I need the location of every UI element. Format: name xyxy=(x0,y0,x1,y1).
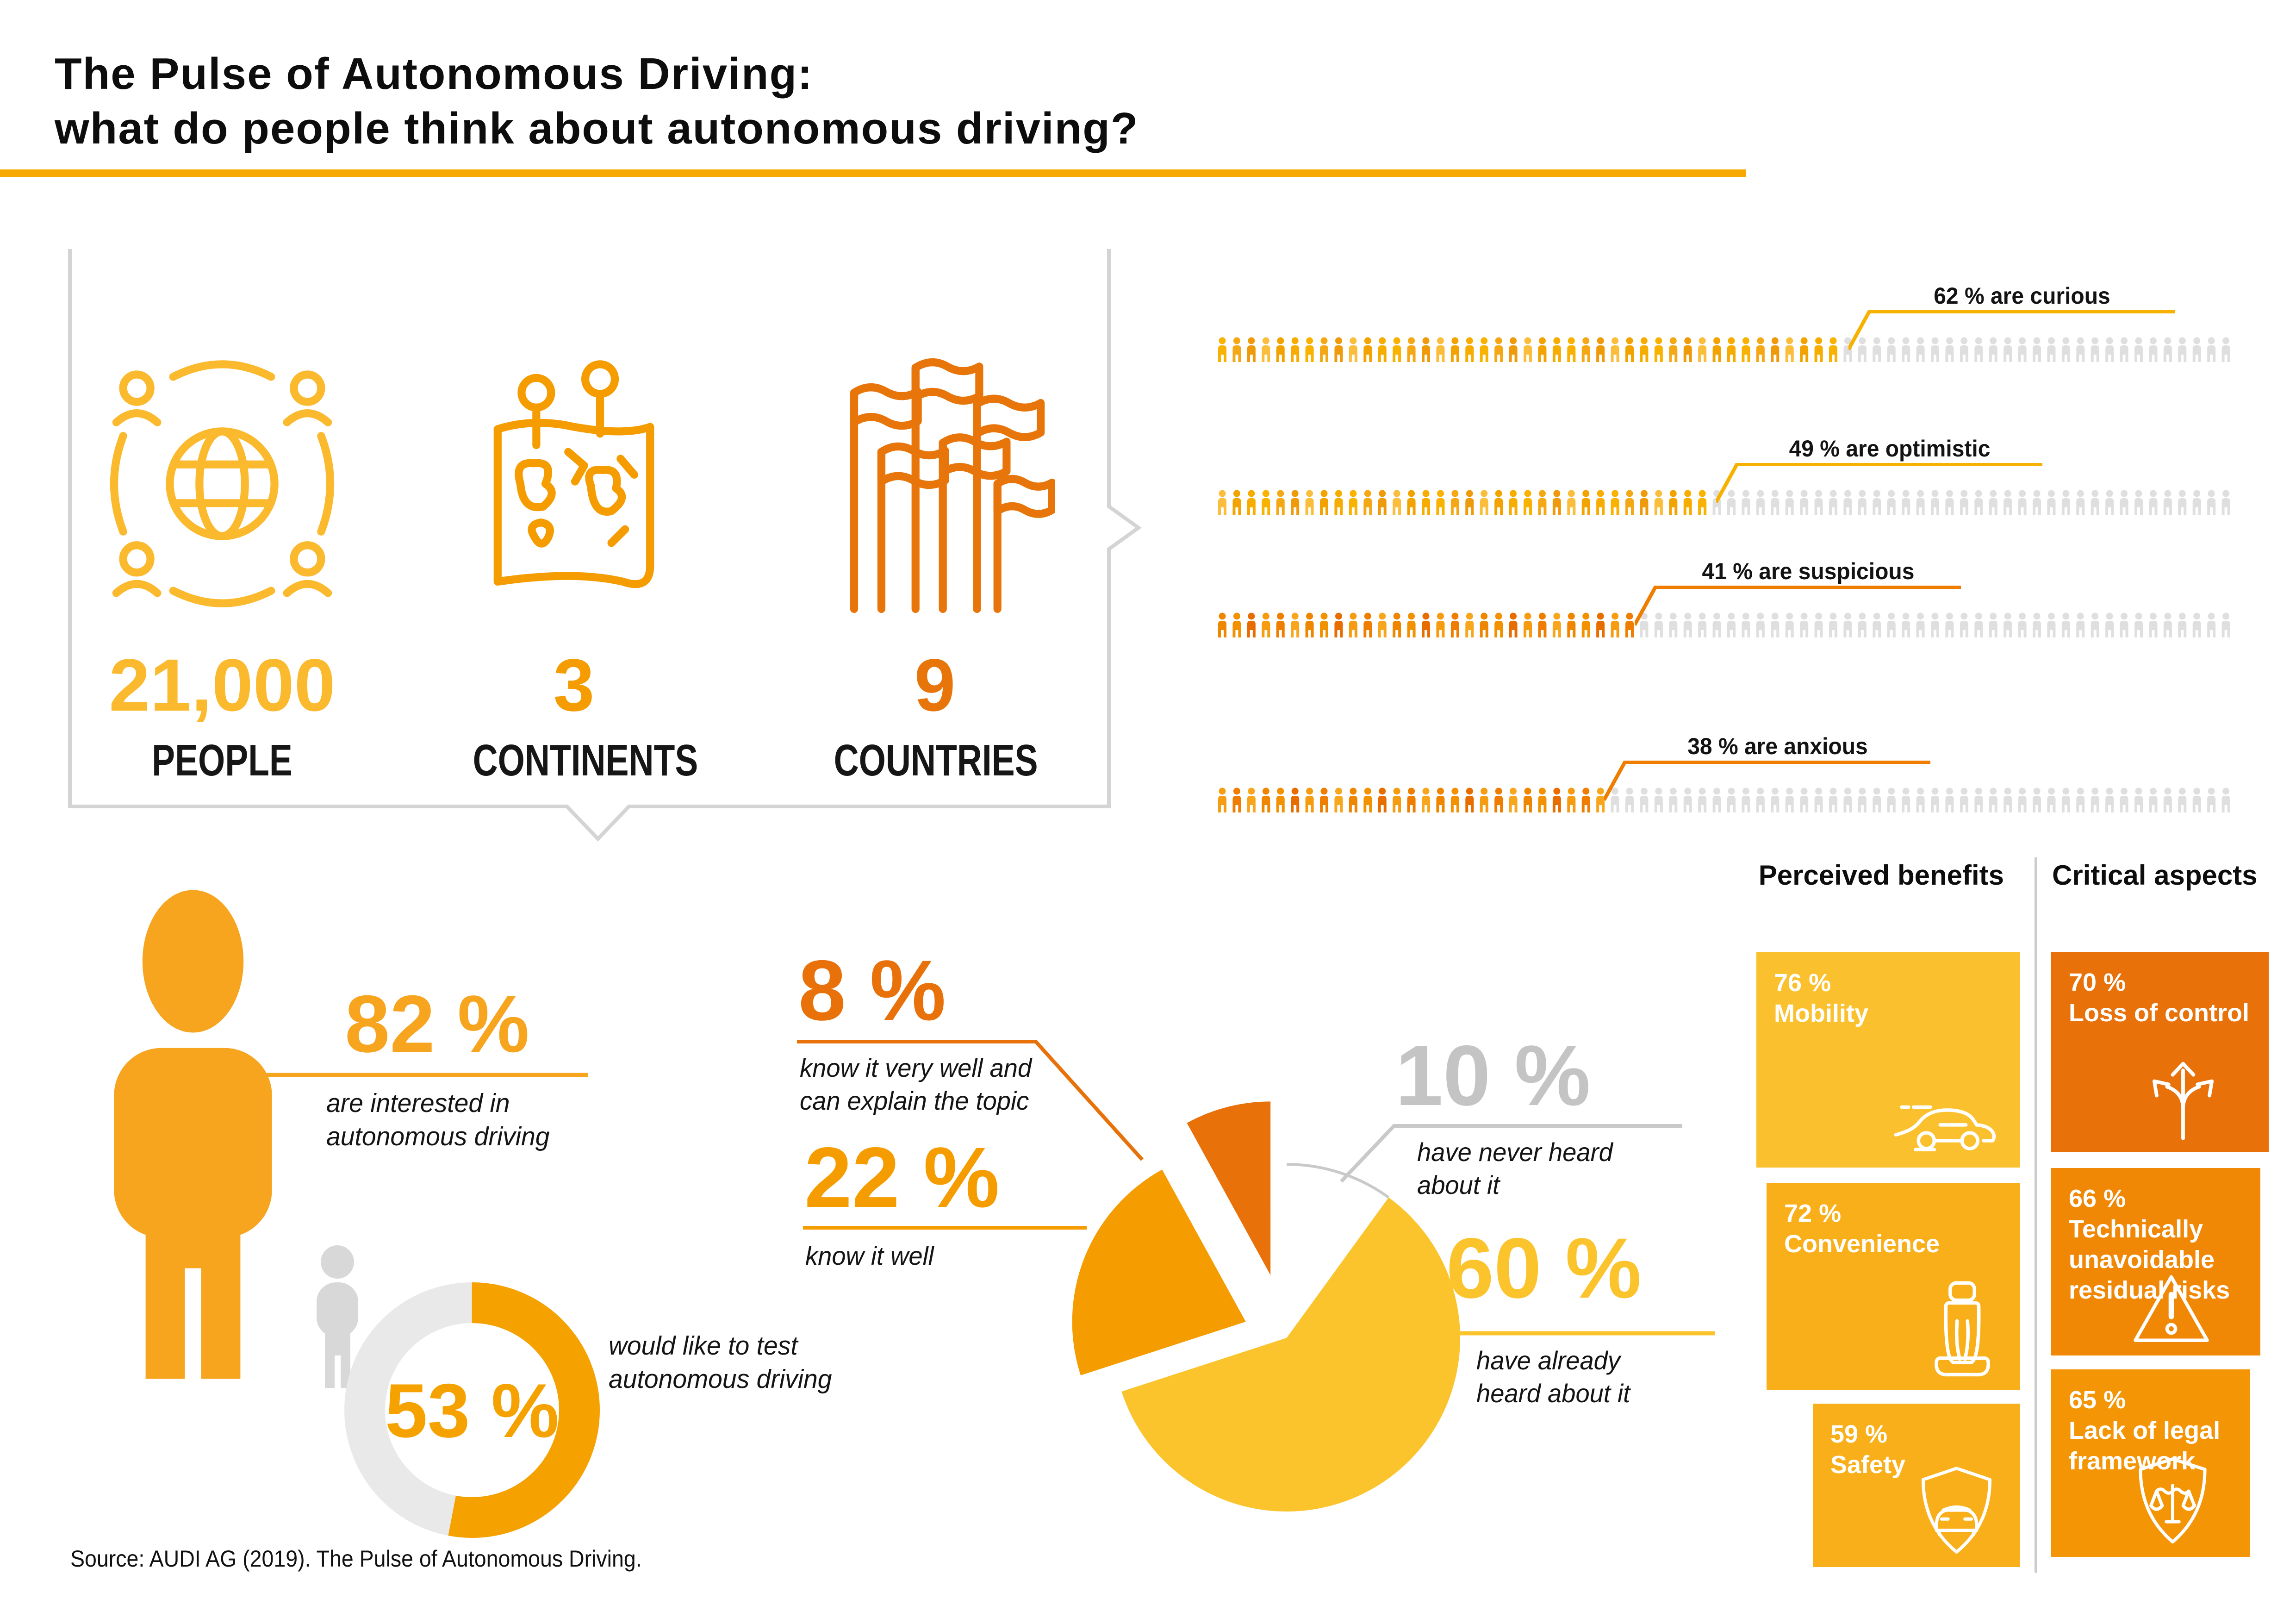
column-divider xyxy=(2035,857,2037,1573)
bar-callout-line-38pct xyxy=(1604,761,1930,801)
pictogram-row-49pct xyxy=(1218,490,2230,515)
source-note: Source: AUDI AG (2019). The Pulse of Aut… xyxy=(70,1546,642,1572)
map-icon xyxy=(444,333,703,634)
bar-label-41pct: 41 % are suspicious xyxy=(1702,558,1915,584)
pie-slice-8pct xyxy=(1187,1101,1271,1275)
person-icon xyxy=(114,890,272,1379)
pie-slice-10pct-arc xyxy=(1286,1163,1390,1199)
pie-slice-60pct xyxy=(1121,1197,1460,1512)
benefits-header: Perceived benefits xyxy=(1758,860,2004,891)
bar-callout-line-49pct xyxy=(1716,463,2042,503)
card-loss-of-control: 70 % Loss of control xyxy=(2051,952,2269,1152)
bar-label-62pct: 62 % are curious xyxy=(1934,283,2110,309)
shield-car-icon xyxy=(1921,1467,1992,1554)
survey-box-outline xyxy=(68,249,1142,842)
pie-caption-60pct: have already heard about it xyxy=(1476,1346,1630,1408)
card-loss-of-control-text: 70 % Loss of control xyxy=(2069,968,2249,1027)
critical-header: Critical aspects xyxy=(2052,860,2258,891)
seat-icon xyxy=(1935,1281,1990,1377)
pie-caption-22pct: know it well xyxy=(805,1241,934,1270)
card-mobility-text: 76 % Mobility xyxy=(1774,969,1868,1027)
flags-icon xyxy=(805,333,1064,634)
card-mobility: 76 % Mobility xyxy=(1756,952,2020,1168)
flag xyxy=(850,383,922,613)
pie-slice-22pct xyxy=(1072,1169,1246,1375)
bar-label-49pct: 49 % are optimistic xyxy=(1789,436,1991,462)
pie-caption-10pct: have never heard about it xyxy=(1417,1137,1613,1199)
pictogram-row-62pct xyxy=(1218,337,2230,362)
card-safety: 59 % Safety xyxy=(1813,1404,2020,1567)
stat-people-value: 21,000 xyxy=(109,643,336,726)
car-icon xyxy=(1894,1105,1996,1151)
stat-people-label: PEOPLE xyxy=(152,736,292,785)
test-wish-percentage: 53 % xyxy=(385,1368,560,1453)
stat-countries-label: COUNTRIES xyxy=(834,736,1038,785)
pictogram-row-41pct xyxy=(1218,612,2230,637)
bar-callout-line-41pct xyxy=(1635,586,1961,626)
card-convenience: 72 % Convenience xyxy=(1767,1183,2020,1390)
small-person-icon xyxy=(317,1245,358,1388)
interest-percentage: 82 % xyxy=(345,979,529,1069)
pie-label-22pct: 22 % xyxy=(804,1130,1000,1225)
bar-callout-line-62pct xyxy=(1848,310,2175,350)
card-legal-framework-text: 65 % Lack of legal framework xyxy=(2069,1386,2221,1475)
pie-callout-10pct xyxy=(1340,1124,1682,1183)
warning-triangle-icon xyxy=(2134,1275,2209,1342)
test-wish-caption: would like to test autonomous driving xyxy=(609,1331,832,1394)
pie-label-10pct: 10 % xyxy=(1395,1028,1591,1124)
pictogram-row-38pct xyxy=(1218,787,2230,812)
card-residual-risks-text: 66 % Technically unavoidable residual ris… xyxy=(2069,1185,2230,1304)
people-globe-icon xyxy=(93,333,352,634)
title-underline xyxy=(0,169,1746,177)
pie-label-8pct: 8 % xyxy=(798,943,946,1038)
branching-arrows-icon xyxy=(2152,1062,2214,1140)
card-residual-risks: 66 % Technically unavoidable residual ris… xyxy=(2051,1168,2260,1355)
shield-scales-icon xyxy=(2139,1457,2207,1544)
page-title-line1: The Pulse of Autonomous Driving: xyxy=(55,49,814,99)
stat-continents: 3 CONTINENTS xyxy=(444,333,703,786)
stat-countries-value: 9 xyxy=(914,643,956,726)
card-legal-framework: 65 % Lack of legal framework xyxy=(2051,1369,2250,1557)
interest-caption: are interested in autonomous driving xyxy=(326,1088,550,1151)
bar-label-38pct: 38 % are anxious xyxy=(1687,733,1868,759)
pie-caption-8pct: know it very well and can explain the to… xyxy=(800,1053,1032,1115)
stat-countries: 9 COUNTRIES xyxy=(805,333,1064,786)
pie-label-60pct: 60 % xyxy=(1446,1221,1642,1316)
stat-continents-value: 3 xyxy=(553,643,595,726)
card-safety-text: 59 % Safety xyxy=(1830,1420,1906,1479)
pie-callout-8pct xyxy=(797,1040,1144,1161)
stat-people: 21,000 PEOPLE xyxy=(93,333,352,786)
card-convenience-text: 72 % Convenience xyxy=(1784,1199,1940,1258)
test-wish-donut xyxy=(344,1282,600,1538)
awareness-pie-chart xyxy=(1072,1101,1460,1512)
stat-continents-label: CONTINENTS xyxy=(473,736,698,785)
page-title-line2: what do people think about autonomous dr… xyxy=(55,104,1139,153)
